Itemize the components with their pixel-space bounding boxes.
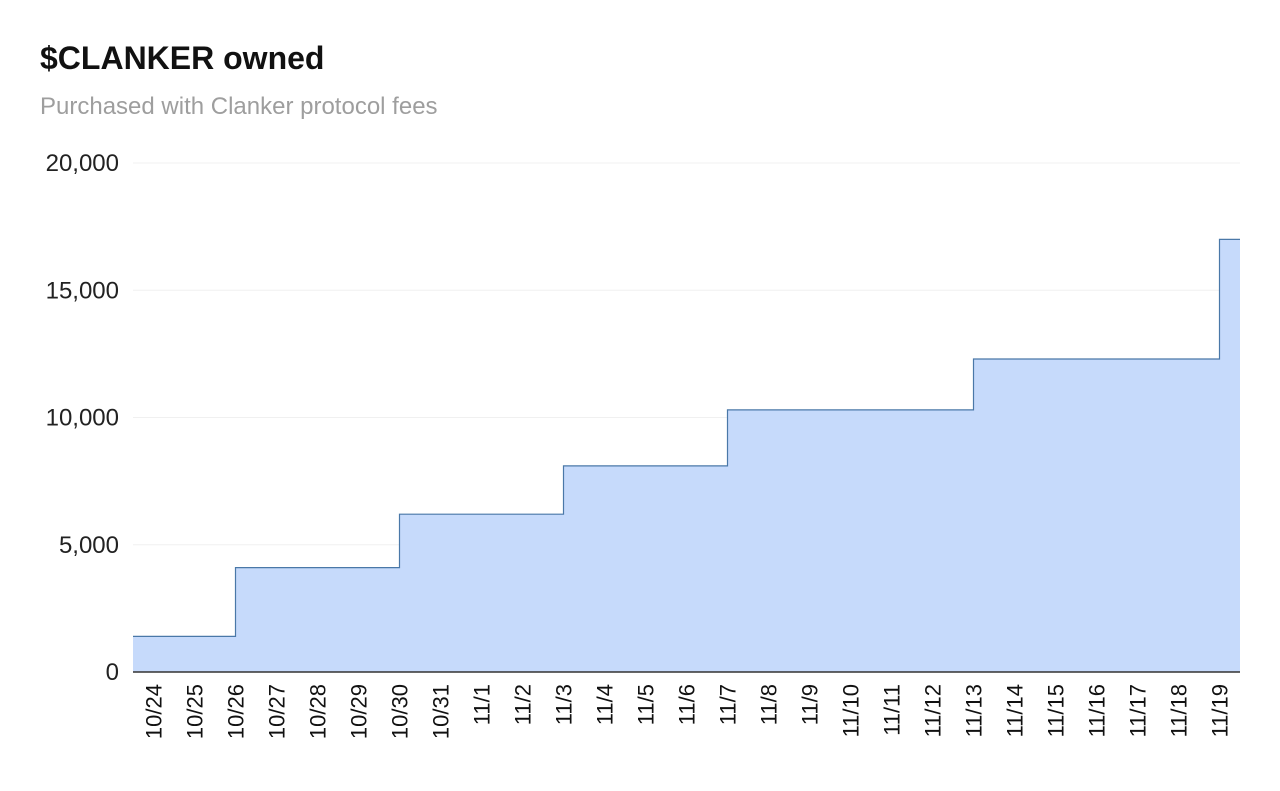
x-tick-label: 11/15	[1044, 684, 1069, 737]
area-layer	[133, 238, 1240, 672]
x-tick-label: 10/30	[388, 684, 413, 739]
x-tick-label: 11/1	[470, 684, 495, 725]
x-tick-label: 10/29	[347, 684, 372, 739]
x-tick-label: 11/13	[962, 684, 987, 737]
y-tick-label: 15,000	[46, 277, 119, 304]
x-tick-label: 11/12	[921, 684, 946, 737]
x-tick-label: 10/31	[429, 684, 454, 739]
x-tick-label: 11/9	[798, 684, 823, 725]
y-tick-label: 5,000	[59, 532, 119, 559]
x-tick-label: 11/14	[1003, 684, 1028, 737]
x-tick-label: 11/3	[552, 684, 577, 725]
y-tick-label: 20,000	[46, 150, 119, 177]
label-layer: 0 5,000 10,000 15,000 20,000 10/24 10/25 10/26 1…	[46, 150, 1233, 739]
x-tick-label: 10/24	[142, 684, 167, 739]
x-tick-label: 11/19	[1208, 684, 1233, 737]
x-tick-label: 11/11	[880, 684, 905, 736]
x-tick-label: 11/10	[839, 684, 864, 737]
y-tick-label: 10,000	[46, 405, 119, 432]
x-tick-label: 10/26	[224, 684, 249, 739]
x-tick-label: 11/4	[593, 684, 618, 725]
x-tick-label: 11/6	[675, 684, 700, 725]
x-tick-label: 10/25	[183, 684, 208, 739]
y-tick-label: 0	[106, 659, 119, 686]
x-tick-label: 11/8	[757, 684, 782, 725]
x-tick-label: 11/18	[1167, 684, 1192, 737]
x-tick-label: 11/2	[511, 684, 536, 725]
x-tick-label: 10/28	[306, 684, 331, 739]
x-tick-label: 11/16	[1085, 684, 1110, 737]
chart-subtitle: Purchased with Clanker protocol fees	[40, 93, 438, 120]
chart-title: $CLANKER owned	[40, 40, 325, 76]
series-line	[133, 238, 1240, 637]
series-area	[133, 239, 1240, 672]
x-tick-label: 11/7	[716, 684, 741, 725]
x-tick-label: 10/27	[265, 684, 290, 739]
x-tick-label: 11/17	[1126, 684, 1151, 737]
x-tick-label: 11/5	[634, 684, 659, 725]
